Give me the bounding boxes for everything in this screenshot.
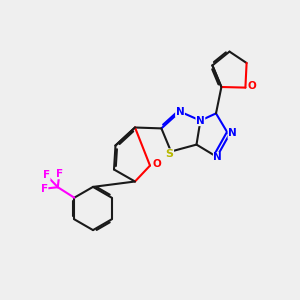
Text: N: N bbox=[213, 152, 222, 163]
Text: F: F bbox=[41, 184, 48, 194]
Text: F: F bbox=[43, 170, 50, 180]
Text: F: F bbox=[56, 169, 63, 179]
Text: N: N bbox=[176, 106, 184, 117]
Text: N: N bbox=[196, 116, 205, 126]
Text: O: O bbox=[152, 159, 161, 169]
Text: O: O bbox=[248, 81, 256, 91]
Text: N: N bbox=[228, 128, 237, 139]
Text: S: S bbox=[166, 149, 173, 159]
